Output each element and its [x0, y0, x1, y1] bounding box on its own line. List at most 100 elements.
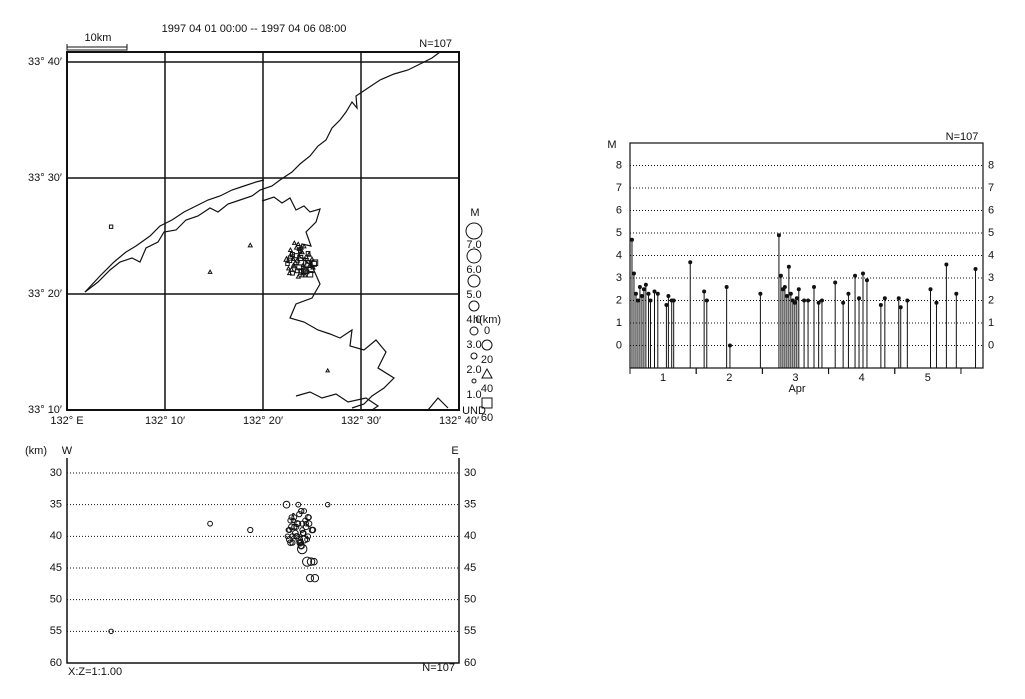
stem-dot	[758, 291, 763, 296]
hypocenter	[207, 520, 213, 527]
hypocenter	[301, 508, 308, 514]
legend-label: 7.0	[466, 239, 481, 251]
legend-symbol	[481, 397, 493, 409]
x-tick-label: 132° 10′	[145, 415, 185, 427]
y-tick-label: 1	[988, 317, 994, 329]
epicenter	[285, 265, 292, 271]
epicenter	[247, 242, 254, 248]
legend-label: 0	[484, 325, 490, 337]
y-tick-label: 4	[988, 249, 994, 261]
y-tick-label: 8	[616, 159, 622, 171]
stem-dot	[637, 285, 642, 289]
y-tick-label: 60	[50, 657, 62, 669]
y-tick-label: 55	[50, 625, 62, 637]
y-tick-label: 5	[988, 227, 994, 239]
x-tick-label: 132° E	[50, 415, 83, 427]
stem-dot	[655, 291, 660, 296]
stem-dot	[666, 294, 671, 298]
legend-label: UND	[462, 405, 486, 417]
stem-dot	[631, 271, 636, 276]
stem-dot	[629, 237, 634, 242]
epicenter	[306, 271, 314, 278]
stem-dot	[782, 285, 787, 289]
legend-symbol	[471, 378, 477, 384]
stem-dot	[688, 260, 693, 265]
scale-bar	[66, 44, 128, 51]
stem-dot	[641, 287, 646, 292]
y-tick-label: 30	[464, 467, 476, 479]
legend-label: 6.0	[466, 264, 481, 276]
y-tick-label: 50	[464, 594, 476, 606]
hypocenter	[287, 539, 294, 546]
epicenter	[301, 267, 308, 274]
stem-dot	[905, 298, 910, 303]
y-tick-label: 45	[464, 562, 476, 574]
legend-symbol	[466, 248, 482, 264]
x-tick-label: 132° 40′	[439, 415, 479, 427]
stem-dot	[841, 300, 846, 305]
y-tick-label: 50	[50, 594, 62, 606]
stem-dot	[776, 233, 781, 238]
x-tick-label: 3	[792, 372, 798, 384]
y-tick-label: 7	[616, 182, 622, 194]
hypocenter	[298, 507, 305, 515]
hypocenter	[306, 557, 316, 566]
stem-dot	[784, 294, 789, 298]
epicenter	[303, 253, 310, 260]
stem-dot	[878, 303, 883, 307]
hypocenter	[293, 520, 301, 528]
y-tick-label: 30	[50, 467, 62, 479]
stem-dot	[816, 300, 821, 305]
hypocenter	[299, 520, 306, 527]
y-tick-label: 3	[988, 272, 994, 284]
y-tick-label: 3	[616, 272, 622, 284]
legend-title: M	[470, 207, 479, 219]
depth-axis-label: (km)	[25, 445, 47, 457]
hypocenter	[289, 533, 296, 540]
x-tick-label: 5	[925, 372, 931, 384]
stem-dot	[643, 282, 648, 287]
hypocenter	[282, 500, 291, 509]
hypocenter	[300, 530, 307, 537]
y-tick-label: 35	[50, 499, 62, 511]
map-count: N=107	[419, 38, 452, 50]
stem-dot	[786, 264, 791, 269]
hypocenter	[293, 523, 300, 530]
stem-dot	[954, 291, 959, 296]
stem-dot	[702, 289, 707, 294]
x-tick-label: 4	[859, 372, 865, 384]
stem-dot	[812, 285, 817, 289]
legend-title: h(km)	[473, 314, 501, 326]
legend-label: 60	[481, 412, 493, 424]
stem-dot	[727, 343, 732, 348]
hypocenter	[287, 517, 294, 524]
map-title: 1997 04 01 00:00 -- 1997 04 06 08:00	[162, 23, 347, 35]
east-label: E	[451, 445, 458, 457]
epicenter	[299, 249, 305, 255]
y-tick-label: 35	[464, 499, 476, 511]
y-tick-label: 0	[988, 339, 994, 351]
coastline	[84, 51, 449, 411]
stem-dot	[664, 303, 669, 307]
epicenter	[290, 262, 296, 267]
epicenter	[288, 266, 295, 272]
y-tick-label: 8	[988, 159, 994, 171]
hypocenter	[303, 520, 309, 527]
y-tick-label: 0	[616, 339, 622, 351]
hypocenter	[302, 556, 313, 567]
x-tick-label: 2	[726, 372, 732, 384]
legend-label: 40	[481, 383, 493, 395]
hypocenter	[305, 574, 315, 583]
epicenter	[207, 269, 213, 274]
section-frame	[66, 458, 460, 664]
epicenter	[305, 251, 311, 256]
stem-dot	[806, 298, 811, 303]
stem-dot	[646, 291, 651, 296]
y-tick-label: 6	[988, 204, 994, 216]
hypocenter	[324, 501, 331, 508]
stem-dot	[633, 291, 638, 296]
epicenter	[286, 270, 293, 276]
stem-dot	[652, 289, 657, 294]
stem-dot	[864, 278, 869, 283]
